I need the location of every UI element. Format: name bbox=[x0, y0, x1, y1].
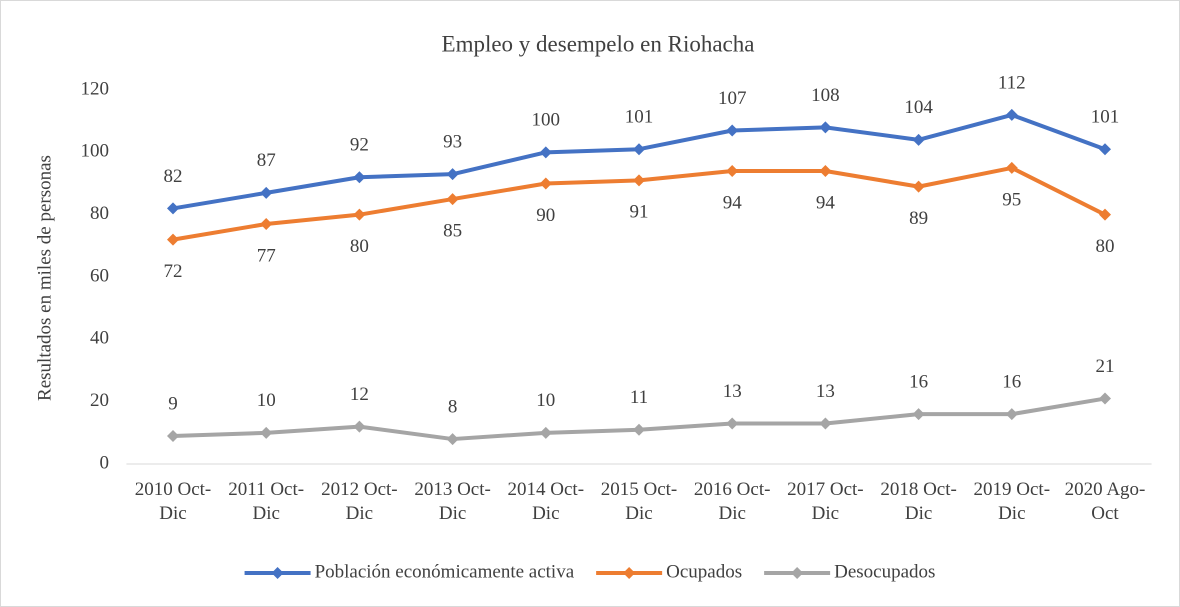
data-label: 72 bbox=[164, 261, 183, 282]
y-axis-label: Resultados en miles de personas bbox=[34, 155, 55, 401]
marker bbox=[912, 133, 925, 146]
marker bbox=[446, 193, 459, 206]
data-label: 94 bbox=[816, 192, 836, 213]
legend-marker bbox=[623, 567, 636, 579]
marker bbox=[1099, 392, 1111, 405]
marker bbox=[353, 171, 366, 184]
legend-marker bbox=[791, 567, 804, 579]
data-label: 87 bbox=[257, 150, 276, 171]
marker bbox=[260, 426, 273, 439]
x-tick-label: 2015 Oct-Dic bbox=[600, 479, 678, 524]
data-label: 11 bbox=[630, 387, 648, 408]
data-label: 95 bbox=[1002, 189, 1021, 210]
marker bbox=[912, 180, 925, 193]
data-label: 100 bbox=[532, 110, 561, 131]
legend-label: Ocupados bbox=[666, 561, 742, 582]
marker bbox=[1005, 161, 1018, 174]
marker bbox=[353, 420, 366, 433]
x-tick-label: 2018 Oct-Dic bbox=[880, 479, 957, 524]
marker bbox=[819, 165, 832, 178]
x-tick-label: 2014 Oct-Dic bbox=[507, 479, 585, 524]
data-label: 89 bbox=[909, 208, 928, 229]
data-label: 101 bbox=[1091, 107, 1120, 128]
data-label: 104 bbox=[904, 97, 933, 118]
marker bbox=[167, 429, 179, 442]
data-label: 80 bbox=[1096, 236, 1115, 257]
y-tick-label: 20 bbox=[90, 390, 109, 411]
marker bbox=[539, 146, 552, 159]
data-label: 107 bbox=[718, 88, 747, 109]
chart-title: Empleo y desempelo en Riohacha bbox=[442, 31, 755, 56]
data-label: 13 bbox=[816, 381, 835, 402]
data-label: 12 bbox=[350, 384, 369, 405]
y-tick-label: 80 bbox=[90, 203, 109, 224]
data-label: 101 bbox=[625, 107, 654, 128]
y-tick-label: 60 bbox=[90, 265, 109, 286]
y-tick-label: 100 bbox=[81, 141, 110, 162]
marker bbox=[726, 165, 739, 178]
x-tick-label: 2019 Oct-Dic bbox=[973, 479, 1051, 524]
legend: Población económicamente activa Ocupados D… bbox=[244, 561, 935, 582]
data-label: 16 bbox=[1002, 371, 1021, 392]
y-tick-label: 0 bbox=[100, 452, 110, 473]
x-tick-label: 2013 Oct-Dic bbox=[414, 479, 491, 524]
data-label: 80 bbox=[350, 236, 369, 257]
marker bbox=[1099, 208, 1111, 221]
y-tick-label: 120 bbox=[81, 78, 110, 99]
data-label: 82 bbox=[164, 166, 183, 187]
marker bbox=[1099, 143, 1111, 156]
legend-label: Población económicamente activa bbox=[315, 561, 575, 582]
x-tick-label: 2012 Oct-Dic bbox=[321, 479, 398, 524]
data-label: 21 bbox=[1096, 356, 1115, 377]
marker bbox=[260, 218, 273, 231]
marker bbox=[446, 168, 459, 181]
x-tick-label: 2020 Ago-Oct bbox=[1064, 479, 1146, 524]
marker bbox=[1005, 408, 1018, 421]
marker bbox=[539, 426, 552, 439]
marker bbox=[167, 233, 179, 246]
x-tick-label: 2010 Oct-Dic bbox=[134, 479, 212, 524]
marker bbox=[167, 202, 179, 215]
marker bbox=[539, 177, 552, 190]
data-label: 10 bbox=[257, 390, 276, 411]
legend-marker bbox=[271, 567, 284, 579]
data-label: 108 bbox=[811, 85, 840, 106]
marker bbox=[1005, 108, 1018, 121]
data-label: 112 bbox=[998, 72, 1026, 93]
marker bbox=[260, 186, 273, 199]
x-tick-label: 2016 Oct-Dic bbox=[693, 479, 771, 524]
marker bbox=[633, 423, 645, 436]
y-tick-label: 40 bbox=[90, 328, 109, 349]
data-label: 13 bbox=[723, 381, 742, 402]
marker bbox=[912, 408, 925, 421]
x-tick-label: 2017 Oct-Dic bbox=[787, 479, 864, 524]
data-label: 91 bbox=[630, 202, 649, 223]
data-label: 8 bbox=[448, 396, 458, 417]
marker bbox=[726, 417, 739, 430]
marker bbox=[726, 124, 739, 137]
marker bbox=[353, 208, 366, 221]
data-label: 85 bbox=[443, 220, 462, 241]
x-tick-label: 2011 Oct-Dic bbox=[228, 479, 305, 524]
data-label: 10 bbox=[536, 390, 555, 411]
data-label: 92 bbox=[350, 135, 369, 156]
marker bbox=[819, 417, 832, 430]
data-label: 16 bbox=[909, 371, 928, 392]
marker bbox=[633, 143, 645, 156]
legend-label: Desocupados bbox=[834, 561, 935, 582]
data-label: 77 bbox=[257, 245, 276, 266]
marker bbox=[446, 433, 459, 446]
marker bbox=[819, 121, 832, 134]
marker bbox=[633, 174, 645, 187]
data-label: 90 bbox=[536, 205, 555, 226]
data-label: 9 bbox=[168, 393, 178, 414]
data-label: 94 bbox=[723, 192, 743, 213]
data-label: 93 bbox=[443, 132, 462, 153]
